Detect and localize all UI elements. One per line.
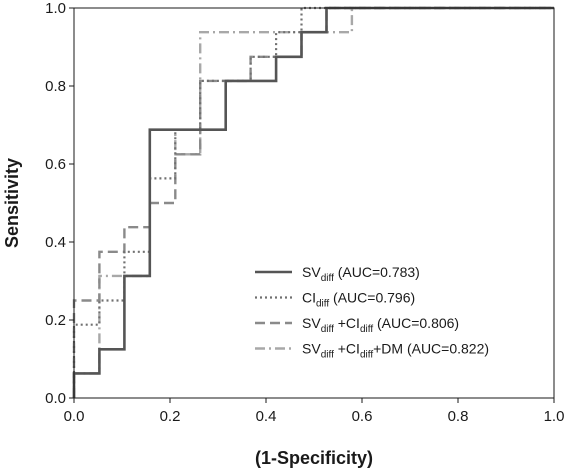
y-tick-label: 0.4	[45, 234, 66, 251]
x-tick-label: 0.4	[256, 408, 277, 425]
y-tick-label: 1.0	[45, 0, 66, 17]
x-axis-ticks: 0.0 0.2 0.4 0.6 0.8 1.0	[64, 398, 565, 425]
y-tick-label: 0.8	[45, 78, 66, 95]
legend-label-2: CIdiff (AUC=0.796)	[302, 290, 415, 310]
series-line-1	[72, 6, 554, 398]
y-axis-title: Sensitivity	[2, 158, 22, 248]
y-tick-label: 0.0	[45, 390, 66, 407]
x-tick-label: 0.8	[448, 408, 469, 425]
y-tick-label: 0.6	[45, 156, 66, 173]
x-tick-label: 0.6	[352, 408, 373, 425]
legend-label-3: SVdiff +CIdiff (AUC=0.806)	[302, 315, 459, 335]
y-tick-label: 0.2	[45, 312, 66, 329]
plot-frame	[73, 7, 555, 399]
series-line-3	[72, 6, 554, 398]
legend: SVdiff (AUC=0.783) CIdiff (AUC=0.796) SVdi…	[255, 264, 489, 361]
legend-label-4: SVdiff +CIdiff+DM (AUC=0.822)	[302, 341, 489, 361]
legend-label-1: SVdiff (AUC=0.783)	[302, 264, 420, 284]
x-tick-label: 1.0	[544, 408, 565, 425]
x-tick-label: 0.0	[64, 408, 85, 425]
x-tick-label: 0.2	[160, 408, 181, 425]
series-line-4	[72, 6, 554, 398]
series-line-2	[72, 6, 554, 398]
y-axis-ticks: 0.0 0.2 0.4 0.6 0.8 1.0	[45, 0, 74, 407]
x-axis-title: (1-Specificity)	[255, 448, 373, 468]
plot-lines	[72, 6, 554, 398]
